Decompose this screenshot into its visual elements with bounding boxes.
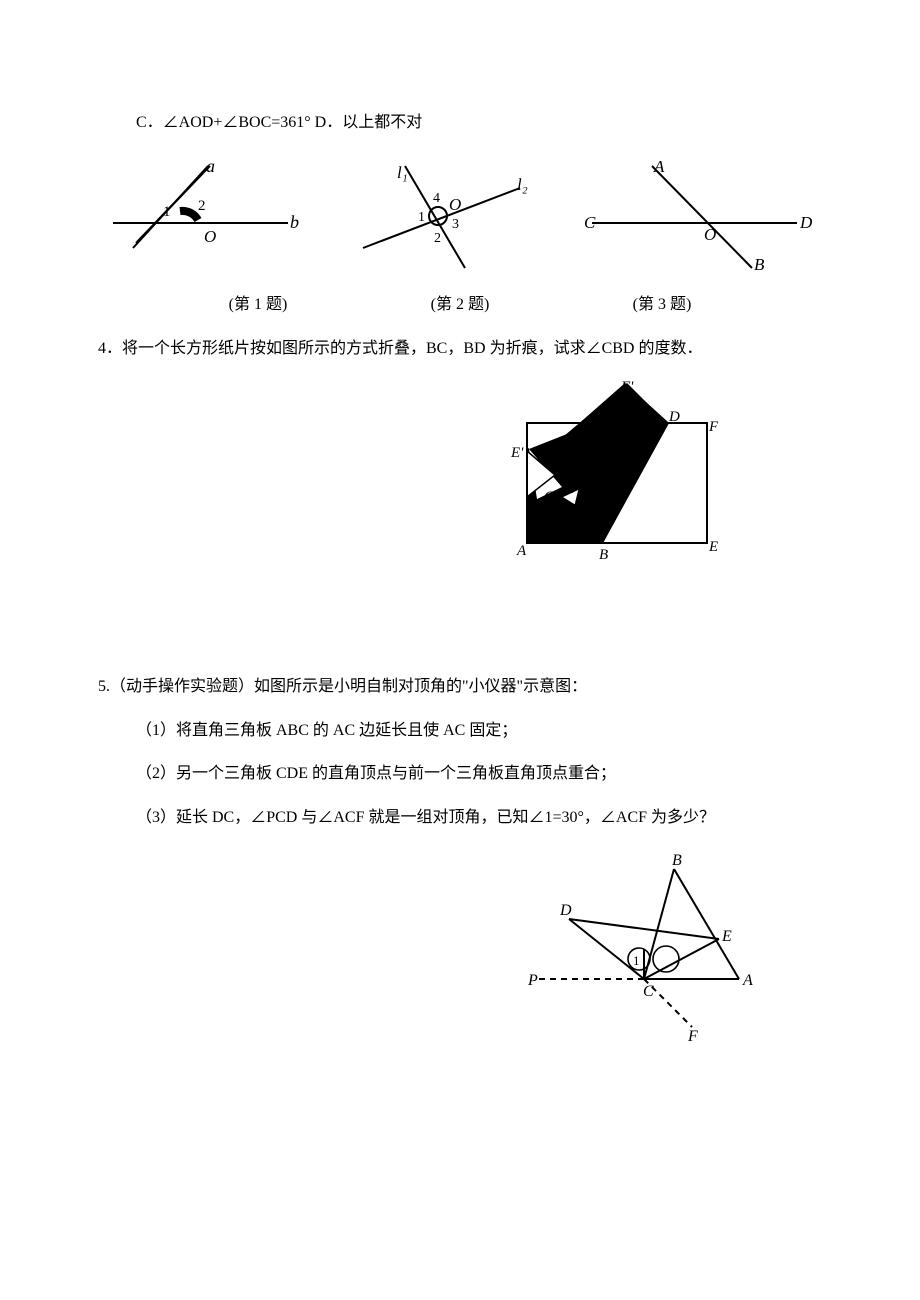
label-b: b	[290, 212, 299, 232]
label-C4: C	[544, 489, 555, 505]
label-2b: 2	[434, 231, 441, 246]
label-D3: D	[799, 213, 812, 232]
question-5-step1: （1）将直角三角板 ABC 的 AC 边延长且使 AC 固定；	[98, 718, 822, 744]
label-F5: F	[687, 1028, 698, 1045]
label-Aprime: A'	[564, 481, 576, 496]
label-2a: 2	[198, 198, 206, 214]
diagram-3: A B C D O	[582, 158, 812, 278]
label-E5: E	[721, 928, 732, 945]
label-Fprime: F'	[620, 379, 634, 395]
label-B3: B	[754, 255, 765, 274]
label-O1: O	[204, 227, 216, 246]
caption-2: (第 2 题)	[360, 290, 560, 314]
diagrams-row: a b O 1 2 l₁ l₂ O 1 2 3 4	[98, 158, 822, 278]
label-C5: C	[643, 983, 654, 1000]
label-B4: B	[599, 547, 608, 563]
label-4b: 4	[433, 191, 440, 206]
label-Eprime: E'	[510, 445, 524, 461]
diagram-1: a b O 1 2	[108, 158, 308, 278]
captions-row: (第 1 题) (第 2 题) (第 3 题)	[98, 290, 822, 314]
diagram-2: l₁ l₂ O 1 2 3 4	[345, 158, 545, 278]
label-A4: A	[516, 543, 527, 559]
label-3b: 3	[452, 217, 459, 232]
label-D4: D	[668, 409, 680, 425]
label-a: a	[206, 158, 215, 176]
option-c-d-line: C．∠AOD+∠BOC=361° D．以上都不对	[98, 110, 822, 136]
label-P5: P	[527, 972, 538, 989]
label-A3: A	[653, 158, 665, 176]
label-E4: E	[708, 539, 718, 555]
label-l2: l₂	[517, 175, 528, 194]
question-5-intro: 5.（动手操作实验题）如图所示是小明自制对顶角的"小仪器"示意图：	[98, 674, 822, 700]
question-5-step3: （3）延长 DC，∠PCD 与∠ACF 就是一组对顶角，已知∠1=30°，∠AC…	[98, 805, 822, 831]
label-1-5: 1	[633, 953, 640, 968]
label-1a: 1	[163, 204, 171, 220]
caption-1: (第 1 题)	[158, 290, 358, 314]
label-A5: A	[742, 972, 753, 989]
caption-3: (第 3 题)	[562, 290, 762, 314]
figure-q5: B D E A P C F 1	[524, 849, 764, 1049]
label-D5: D	[559, 902, 572, 919]
label-B5: B	[672, 852, 682, 869]
label-O2: O	[449, 195, 461, 214]
label-F4: F	[708, 419, 719, 435]
label-C3: C	[584, 213, 596, 232]
question-4-text: 4．将一个长方形纸片按如图所示的方式折叠，BC，BD 为折痕，试求∠CBD 的度…	[98, 336, 822, 362]
figure-q4: F' D F E' C A' A B E	[507, 379, 722, 564]
label-l1: l₁	[397, 163, 408, 182]
label-1b: 1	[418, 210, 425, 225]
label-O3: O	[704, 225, 716, 244]
question-5-step2: （2）另一个三角板 CDE 的直角顶点与前一个三角板直角顶点重合；	[98, 761, 822, 787]
